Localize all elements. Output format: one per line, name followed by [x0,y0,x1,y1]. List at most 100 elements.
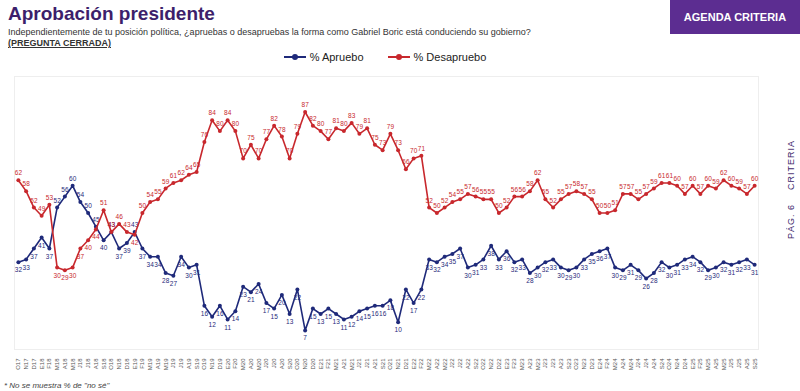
svg-text:M25: M25 [721,358,727,370]
svg-text:E25: E25 [690,358,696,369]
svg-text:12: 12 [348,321,356,328]
svg-text:F23: F23 [511,358,517,369]
svg-text:31: 31 [627,269,635,276]
svg-text:33: 33 [426,263,434,270]
svg-text:J18: J18 [77,358,83,368]
svg-text:54: 54 [147,191,155,198]
svg-text:73: 73 [395,139,403,146]
svg-text:33: 33 [550,263,558,270]
svg-text:62: 62 [720,169,728,176]
svg-text:S25: S25 [752,358,758,369]
svg-text:42: 42 [131,239,139,246]
svg-text:66: 66 [402,158,410,165]
svg-text:N19: N19 [209,358,215,370]
svg-text:31: 31 [751,269,759,276]
svg-text:29: 29 [61,274,69,281]
svg-text:31: 31 [728,269,736,276]
svg-text:D23: D23 [589,358,595,370]
svg-text:J24: J24 [635,358,641,368]
svg-text:A19: A19 [155,358,161,369]
svg-text:56: 56 [519,186,527,193]
svg-text:83: 83 [348,112,356,119]
svg-text:34: 34 [689,261,697,268]
svg-text:S21: S21 [380,358,386,369]
svg-text:64: 64 [185,164,193,171]
svg-text:M22: M22 [426,358,432,370]
svg-text:78: 78 [278,126,286,133]
svg-text:M22: M22 [442,358,448,370]
svg-text:A23: A23 [527,358,533,369]
svg-text:43: 43 [108,221,116,228]
svg-text:75: 75 [371,134,379,141]
svg-text:34: 34 [154,261,162,268]
svg-text:30: 30 [464,272,472,279]
svg-text:79: 79 [387,123,395,130]
svg-text:32: 32 [511,266,519,273]
svg-text:36: 36 [596,255,604,262]
svg-text:37: 37 [77,253,85,260]
svg-text:A18: A18 [93,358,99,369]
svg-text:28: 28 [650,277,658,284]
svg-text:D17: D17 [31,358,37,370]
svg-text:S20: S20 [287,358,293,369]
svg-text:O24: O24 [666,358,672,370]
svg-text:33: 33 [681,263,689,270]
svg-text:79: 79 [294,123,302,130]
svg-text:A20: A20 [279,358,285,369]
svg-text:57: 57 [743,183,751,190]
svg-text:70: 70 [255,147,263,154]
svg-text:70: 70 [240,147,248,154]
svg-text:33: 33 [519,263,527,270]
svg-text:73: 73 [379,139,387,146]
svg-text:M20: M20 [256,358,262,370]
svg-text:N22: N22 [488,358,494,370]
svg-text:60: 60 [728,175,736,182]
svg-text:49: 49 [38,205,46,212]
svg-text:61: 61 [170,172,178,179]
svg-text:E19: E19 [132,358,138,369]
svg-text:52: 52 [54,197,62,204]
svg-text:16: 16 [216,310,224,317]
svg-text:54: 54 [77,191,85,198]
svg-text:46: 46 [116,213,124,220]
svg-text:29: 29 [565,274,573,281]
svg-text:32: 32 [736,266,744,273]
svg-text:62: 62 [15,169,23,176]
svg-text:A19: A19 [186,358,192,369]
svg-text:52: 52 [30,197,38,204]
svg-text:J20: J20 [271,358,277,368]
svg-text:D24: D24 [682,358,688,370]
svg-text:A24: A24 [651,358,657,369]
svg-text:J20: J20 [263,358,269,368]
svg-text:J19: J19 [170,358,176,368]
svg-text:50: 50 [139,202,147,209]
svg-text:57: 57 [627,183,635,190]
svg-text:22: 22 [294,294,302,301]
svg-text:55: 55 [457,188,465,195]
svg-text:54: 54 [449,191,457,198]
svg-text:61: 61 [658,172,666,179]
svg-text:F21: F21 [325,358,331,369]
svg-text:D19: D19 [217,358,223,370]
svg-text:84: 84 [224,109,232,116]
svg-text:S23: S23 [566,358,572,369]
svg-text:84: 84 [209,109,217,116]
svg-text:30: 30 [573,272,581,279]
svg-text:60: 60 [705,175,713,182]
svg-text:16: 16 [371,310,379,317]
svg-text:E20: E20 [225,358,231,369]
svg-text:40: 40 [85,244,93,251]
svg-text:N24: N24 [674,358,680,370]
svg-text:17: 17 [410,307,418,314]
svg-text:O23: O23 [573,358,579,370]
svg-text:S24: S24 [659,358,665,369]
svg-text:56: 56 [472,186,480,193]
svg-text:51: 51 [100,199,108,206]
svg-text:15: 15 [325,313,333,320]
svg-text:77: 77 [325,128,333,135]
svg-text:33: 33 [23,263,31,270]
svg-text:D22: D22 [496,358,502,370]
svg-text:F18: F18 [46,358,52,369]
svg-text:39: 39 [123,247,131,254]
svg-text:M21: M21 [333,358,339,370]
